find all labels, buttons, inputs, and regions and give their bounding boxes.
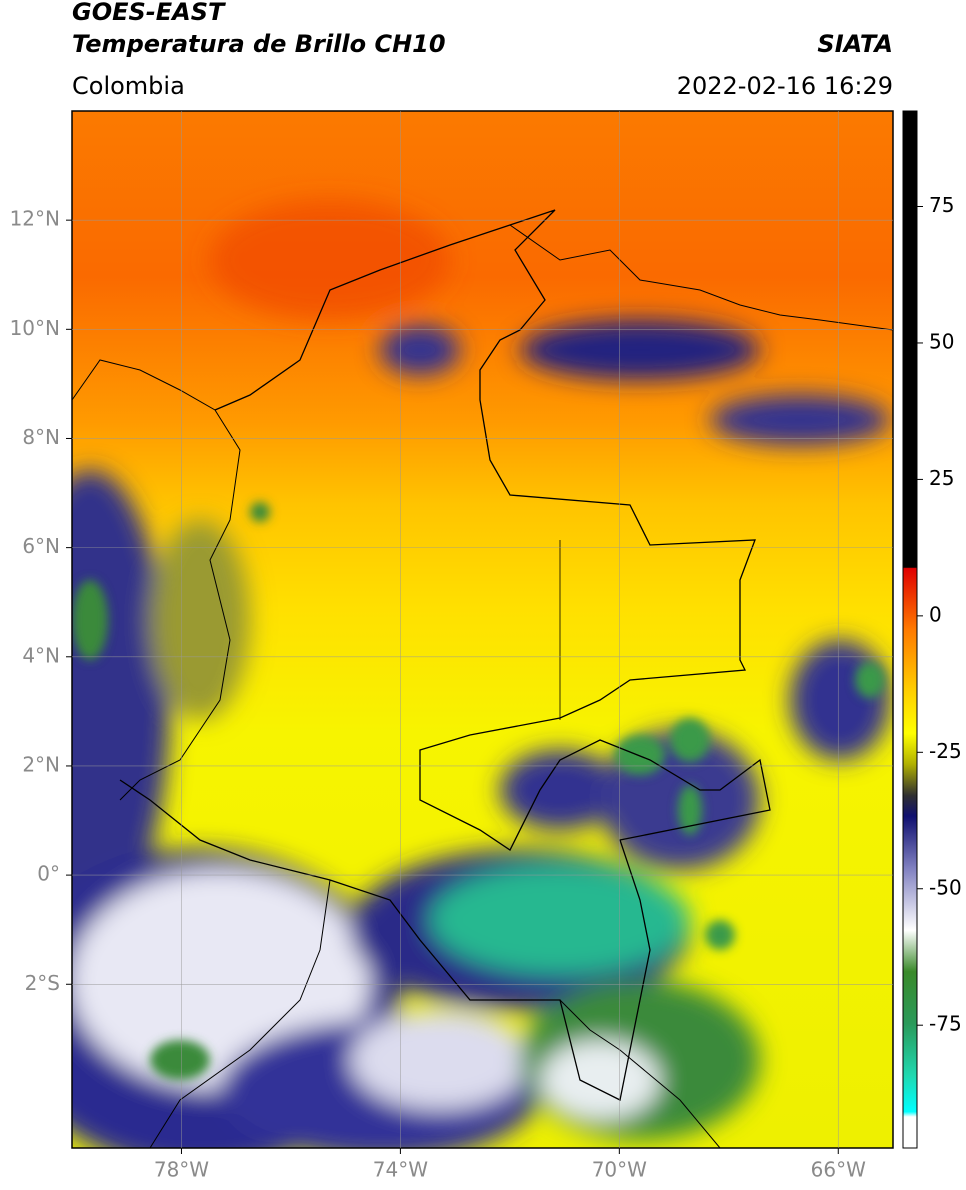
colorbar-tick-label: 0 [929, 602, 942, 626]
colorbar-tick-label: -50 [929, 875, 962, 899]
x-tick-label: 78°W [154, 1158, 209, 1182]
x-tick-label: 74°W [373, 1158, 428, 1182]
colorbar-tick-label: -25 [929, 739, 962, 763]
title: GOES-EAST [72, 0, 226, 26]
y-tick-label: 2°S [25, 971, 60, 995]
source: SIATA [817, 30, 893, 58]
y-tick-label: 4°N [22, 643, 60, 667]
colorbar [902, 110, 918, 1149]
graticule [72, 111, 893, 1148]
map-frame [71, 110, 894, 1149]
region: Colombia [72, 72, 185, 100]
colorbar-tick-label: 25 [929, 466, 954, 490]
timestamp: 2022-02-16 16:29 [677, 72, 893, 100]
colorbar-tick-label: -75 [929, 1012, 962, 1036]
y-tick-label: 2°N [22, 752, 60, 776]
y-tick-label: 0° [37, 862, 60, 886]
y-tick-label: 6°N [22, 534, 60, 558]
satellite-image [72, 111, 893, 1148]
y-tick-label: 12°N [10, 207, 60, 231]
colorbar-tick-label: 75 [929, 193, 954, 217]
y-tick-label: 8°N [22, 425, 60, 449]
subtitle: Temperatura de Brillo CH10 [72, 30, 446, 58]
colorbar-tick-label: 50 [929, 329, 954, 353]
x-tick-label: 70°W [592, 1158, 647, 1182]
y-tick-label: 10°N [10, 316, 60, 340]
x-tick-label: 66°W [811, 1158, 866, 1182]
